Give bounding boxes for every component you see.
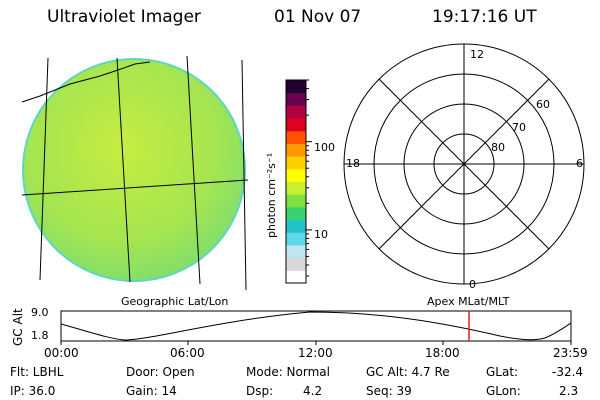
glon-label: GLon: [486,384,521,398]
colorbar-swatch [286,156,306,170]
intensity-colorbar [285,79,312,284]
colorbar-swatch [286,206,306,221]
colorbar-unit-label: photon cm⁻²s⁻¹ [265,152,278,238]
altitude-ytick-max: 9.0 [31,306,49,319]
time-tick-0600: 06:00 [170,346,205,360]
observation-time: 19:17:16 UT [432,7,537,27]
mlat-label-80: 80 [491,141,505,154]
colorbar-swatch [286,257,306,271]
colorbar-swatch [286,130,306,144]
colorbar-swatch [286,168,306,182]
gain-readout: Gain: 14 [126,384,177,398]
altitude-curve [60,311,572,341]
mlt-label-0: 0 [469,278,476,291]
colorbar-swatch [286,105,306,119]
colorbar-swatch [286,270,306,284]
altitude-ylabel: GC Alt [11,308,25,346]
observation-date: 01 Nov 07 [274,7,362,27]
colorbar-tick-10: 10 [314,228,328,241]
seq-readout: Seq: 39 [366,384,412,398]
time-tick-1800: 18:00 [425,346,460,360]
colorbar-swatch [286,194,306,208]
mode-readout: Mode: Normal [246,365,330,379]
ip-readout: IP: 36.0 [10,384,56,398]
mlat-label-70: 70 [512,121,526,134]
colorbar-swatch [286,143,306,157]
colorbar-frame [285,79,307,284]
colorbar-tick-100: 100 [314,141,335,154]
uv-earth-disk [22,58,246,282]
dsp-value: 4.2 [303,384,323,398]
glon-value: 2.3 [559,384,579,398]
colorbar-swatch [286,232,306,246]
colorbar-swatch [286,219,306,233]
time-tick-2359: 23:59 [553,346,588,360]
altitude-ytick-min: 1.8 [31,329,49,342]
mlat-label-60: 60 [536,98,550,111]
mlt-label-12: 12 [470,48,484,61]
geographic-panel-label: Geographic Lat/Lon [121,295,229,308]
instrument-title: Ultraviolet Imager [47,7,201,27]
colorbar-swatch [286,92,306,106]
time-tick-1200: 12:00 [298,346,333,360]
time-tick-0000: 00:00 [44,346,79,360]
dsp-label: Dsp: [246,384,274,398]
glat-label: GLat: [486,365,519,379]
polar-grid [343,43,585,285]
gc-alt-readout: GC Alt: 4.7 Re [366,365,450,379]
altitude-plot [60,310,572,345]
filter-readout: Flt: LBHL [10,365,64,379]
glat-value: -32.4 [552,365,584,379]
colorbar-swatch [286,118,306,132]
colorbar-swatch [286,244,306,259]
apex-panel-label: Apex MLat/MLT [427,295,510,308]
mlt-label-18: 18 [346,157,360,170]
mlt-label-6: 6 [576,157,583,170]
geographic-grid [21,55,249,291]
door-readout: Door: Open [126,365,195,379]
colorbar-swatch [286,181,306,195]
colorbar-swatch [286,80,306,94]
